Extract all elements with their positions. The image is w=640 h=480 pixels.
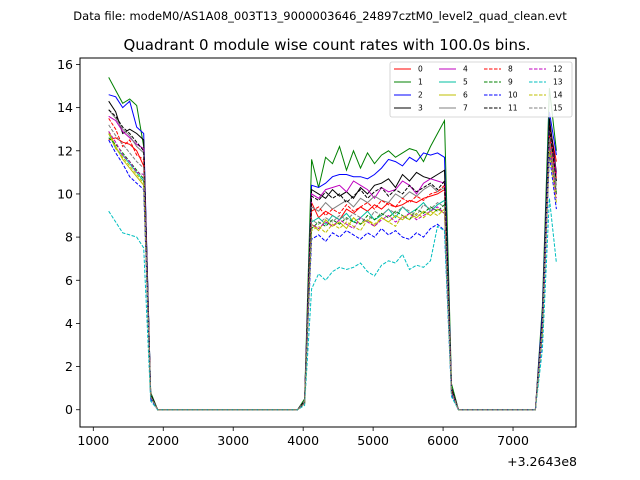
plot-area [108, 77, 557, 411]
legend-label-5: 5 [463, 78, 468, 87]
legend-label-6: 6 [463, 91, 468, 100]
legend-label-7: 7 [463, 104, 468, 113]
legend-label-14: 14 [553, 91, 563, 100]
legend-label-0: 0 [418, 65, 423, 74]
y-tick-label: 10 [57, 186, 73, 201]
x-tick-label: 3000 [217, 433, 249, 448]
legend-label-12: 12 [553, 65, 563, 74]
y-tick-label: 8 [65, 230, 73, 245]
legend-label-3: 3 [418, 104, 423, 113]
legend-label-15: 15 [553, 104, 563, 113]
legend-box [389, 61, 573, 118]
legend-label-2: 2 [418, 91, 423, 100]
y-tick-label: 14 [57, 100, 73, 115]
legend-label-11: 11 [508, 104, 518, 113]
chart-title: Quadrant 0 module wise count rates with … [123, 36, 530, 54]
y-tick-label: 2 [65, 359, 73, 374]
y-tick-label: 12 [57, 143, 73, 158]
suptitle: Data file: modeM0/AS1A08_003T13_90000036… [73, 9, 567, 23]
y-tick-label: 16 [57, 57, 73, 72]
series-group [108, 77, 557, 411]
axes-frame [79, 57, 577, 428]
y-tick-label: 6 [65, 273, 73, 288]
x-tick-label: 2000 [147, 433, 179, 448]
y-tick-label: 0 [65, 402, 73, 417]
series-line-15 [108, 124, 557, 411]
y-tick-label: 4 [65, 316, 73, 331]
x-tick-label: 7000 [497, 433, 529, 448]
legend-label-1: 1 [418, 78, 423, 87]
series-line-10 [108, 139, 557, 411]
legend-label-9: 9 [508, 78, 513, 87]
axes: 1000 2000 3000 4000 5000 6000 7000024681012141… [57, 57, 577, 448]
legend-label-8: 8 [508, 65, 513, 74]
x-tick-label: 1000 [77, 433, 109, 448]
x-tick-label: 4000 [287, 433, 319, 448]
x-tick-label: 5000 [357, 433, 389, 448]
legend-label-13: 13 [553, 78, 563, 87]
x-tick-label: 6000 [427, 433, 459, 448]
legend-label-10: 10 [508, 91, 518, 100]
legend-label-4: 4 [463, 65, 468, 74]
x-offset-label: +3.2643e8 [507, 454, 577, 469]
